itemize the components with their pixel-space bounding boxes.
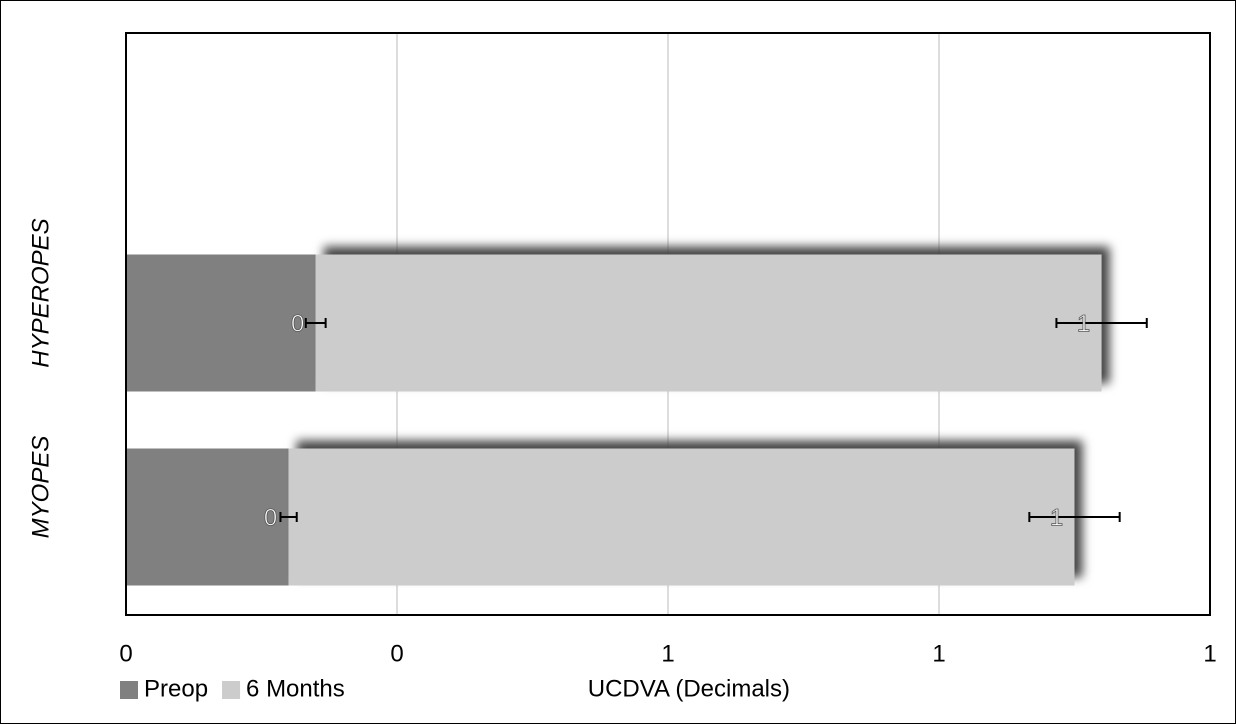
x-tick-label: 1 bbox=[932, 640, 945, 667]
error-bar bbox=[279, 512, 298, 522]
error-bar bbox=[1055, 318, 1148, 328]
value-label: 1 bbox=[1050, 504, 1063, 531]
legend-label: 6 Months bbox=[246, 675, 345, 702]
error-bar bbox=[304, 318, 327, 328]
plot-border bbox=[125, 32, 1211, 616]
bar-segment bbox=[126, 448, 289, 586]
bar-segment bbox=[126, 254, 316, 392]
value-label: 0 bbox=[291, 310, 304, 337]
y-tick-label: HYPEROPES bbox=[27, 218, 54, 367]
x-tick-label: 1 bbox=[661, 640, 674, 667]
error-bar bbox=[1028, 512, 1121, 522]
y-tick-label: MYOPES bbox=[27, 436, 54, 539]
legend-swatch bbox=[222, 681, 241, 699]
legend-label: Preop bbox=[144, 675, 208, 702]
x-axis-label: UCDVA (Decimals) bbox=[588, 675, 790, 702]
x-tick-label: 0 bbox=[119, 640, 132, 667]
legend-swatch bbox=[120, 681, 138, 699]
value-label: 0 bbox=[264, 504, 277, 531]
x-tick-label: 1 bbox=[1203, 640, 1216, 667]
value-label: 1 bbox=[1077, 310, 1090, 337]
x-tick-label: 0 bbox=[390, 640, 403, 667]
bar-segment bbox=[288, 448, 1075, 586]
bar-segment bbox=[315, 254, 1102, 392]
